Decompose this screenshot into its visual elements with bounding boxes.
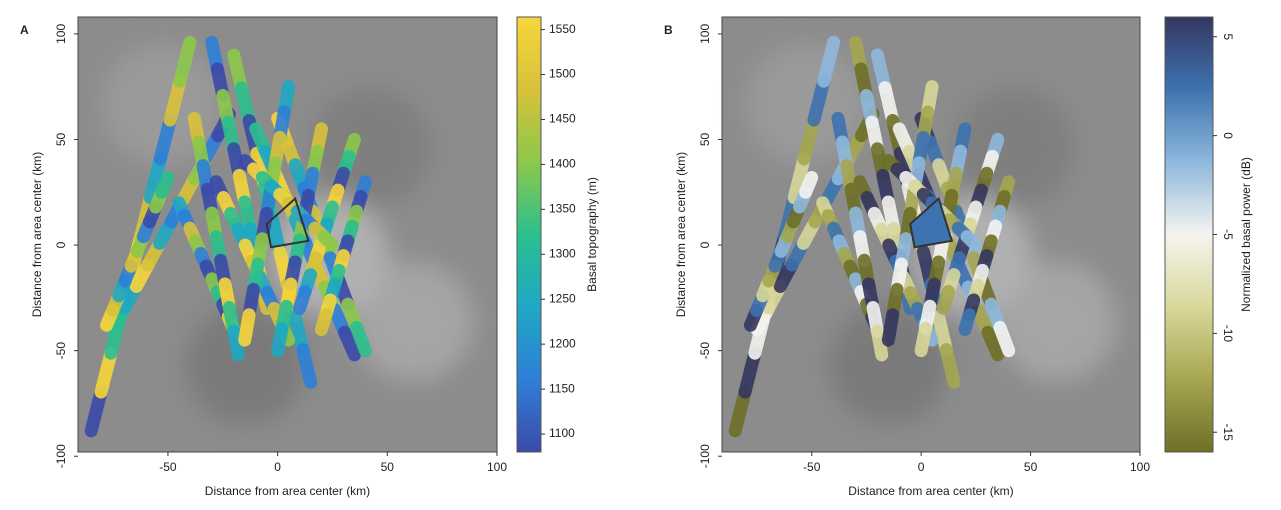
radar-track <box>153 113 177 166</box>
colorbar-tick-label: 1150 <box>549 381 575 395</box>
radar-track <box>939 343 961 389</box>
terrain-patch <box>353 261 474 382</box>
colorbar-tick-label: -10 <box>1221 325 1235 343</box>
colorbar-tick-label: 1350 <box>549 202 576 216</box>
radar-track <box>293 285 312 315</box>
x-tick-label: 50 <box>1024 460 1038 474</box>
radar-track <box>317 230 339 252</box>
radar-track <box>338 325 361 362</box>
radar-track <box>271 321 289 358</box>
radar-track <box>315 308 333 337</box>
radar-track <box>350 320 372 358</box>
radar-track <box>787 152 811 205</box>
y-tick-label: 50 <box>54 132 68 146</box>
radar-track <box>958 308 976 337</box>
y-tick-label: -100 <box>54 444 68 468</box>
x-tick-label: 0 <box>274 460 281 474</box>
colorbar <box>1164 16 1214 453</box>
y-tick-label: 50 <box>698 132 712 146</box>
x-tick-label: 100 <box>487 460 507 474</box>
panel-label: A <box>20 23 29 37</box>
y-tick-label: -50 <box>54 342 68 360</box>
radar-track <box>936 285 956 315</box>
x-tick-label: -50 <box>159 460 177 474</box>
colorbar-tick-label: 1550 <box>549 22 576 36</box>
radar-track <box>84 385 108 438</box>
colorbar-tick-label: -5 <box>1221 229 1235 240</box>
colorbar <box>516 16 542 453</box>
y-tick-label: -50 <box>698 342 712 360</box>
radar-track <box>960 230 983 252</box>
radar-track <box>296 343 318 389</box>
y-axis-label: Distance from area center (km) <box>30 152 44 317</box>
radar-track <box>993 320 1016 358</box>
terrain-patch <box>996 261 1117 382</box>
y-tick-label: 100 <box>698 24 712 44</box>
colorbar-tick-label: 1100 <box>549 426 575 440</box>
radar-track <box>797 113 821 166</box>
plot-frame <box>721 16 1141 453</box>
radar-track <box>870 324 889 362</box>
y-tick-label: 0 <box>698 241 712 248</box>
colorbar-tick-label: 1200 <box>549 336 576 350</box>
terrain-patch <box>311 87 432 208</box>
radar-track <box>163 74 187 127</box>
y-axis-label: Distance from area center (km) <box>674 152 688 317</box>
radar-track <box>227 324 245 362</box>
radar-track <box>881 308 900 347</box>
colorbar-label: Normalized basal power (dB) <box>1239 157 1253 312</box>
radar-track <box>94 346 118 399</box>
radar-track <box>143 152 167 205</box>
colorbar-label: Basal topography (m) <box>585 177 599 292</box>
colorbar-tick-label: 1300 <box>549 246 576 260</box>
x-tick-label: 100 <box>1130 460 1150 474</box>
radar-track <box>914 321 933 358</box>
colorbar-tick-label: 1400 <box>549 157 576 171</box>
x-axis-label: Distance from area center (km) <box>848 484 1013 498</box>
radar-track <box>155 170 175 199</box>
plot-frame <box>77 16 498 453</box>
colorbar-tick-label: 1250 <box>549 291 576 305</box>
x-tick-label: 0 <box>918 460 925 474</box>
radar-track <box>817 35 841 88</box>
lake-outline <box>909 196 954 249</box>
y-tick-label: 100 <box>54 24 68 44</box>
x-tick-label: 50 <box>381 460 395 474</box>
terrain-patch <box>954 87 1075 208</box>
colorbar-tick-label: -15 <box>1221 424 1235 442</box>
y-tick-label: 0 <box>54 241 68 248</box>
radar-track <box>807 74 831 127</box>
lake-outline <box>265 196 310 249</box>
y-tick-label: -100 <box>698 444 712 468</box>
panel-label: B <box>664 23 673 37</box>
x-tick-label: -50 <box>803 460 821 474</box>
radar-track <box>799 170 819 199</box>
radar-track <box>738 346 762 399</box>
colorbar-tick-label: 5 <box>1221 33 1235 40</box>
x-axis-label: Distance from area center (km) <box>205 484 370 498</box>
radar-track <box>981 325 1005 362</box>
colorbar-tick-label: 1500 <box>549 67 576 81</box>
radar-track <box>173 35 197 88</box>
radar-track <box>238 308 256 347</box>
colorbar-tick-label: 1450 <box>549 112 576 126</box>
radar-track <box>728 385 752 438</box>
colorbar-tick-label: 0 <box>1221 132 1235 139</box>
